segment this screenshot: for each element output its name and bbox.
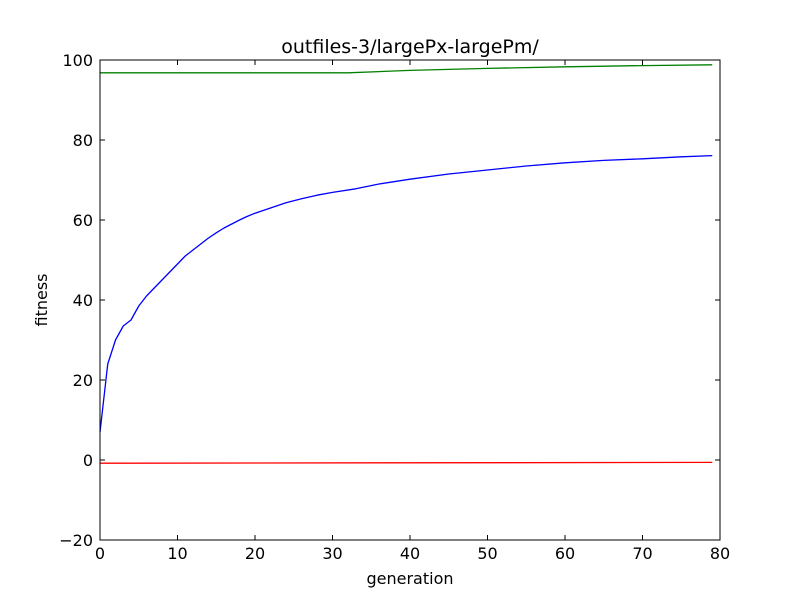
x-tick-label-5: 50 <box>477 544 497 563</box>
series-line-mean <box>99 154 713 433</box>
x-tick-label-2: 20 <box>245 544 265 563</box>
y-tick-label-6: 100 <box>62 51 93 70</box>
y-tick-label-1: 0 <box>83 451 93 470</box>
x-tick-label-1: 10 <box>167 544 187 563</box>
chart-title: outfiles-3/largePx-largePm/ <box>281 36 539 58</box>
y-tick-label-3: 40 <box>73 291 93 310</box>
plot-area-background <box>100 60 720 540</box>
series-line-min <box>99 461 713 464</box>
x-tick-label-7: 70 <box>632 544 652 563</box>
x-tick-label-8: 80 <box>710 544 730 563</box>
y-axis-label: fitness <box>32 273 51 326</box>
x-tick-label-6: 60 <box>555 544 575 563</box>
y-tick-label-2: 20 <box>73 371 93 390</box>
y-tick-label-0: −20 <box>59 531 93 550</box>
plot-area-frame <box>99 59 721 541</box>
x-tick-label-4: 40 <box>400 544 420 563</box>
x-tick-label-0: 0 <box>95 544 105 563</box>
series-layer <box>99 64 713 464</box>
x-tick-label-3: 30 <box>322 544 342 563</box>
x-axis-label: generation <box>366 569 453 588</box>
series-line-max <box>100 64 713 74</box>
y-tick-label-4: 60 <box>73 211 93 230</box>
y-tick-label-5: 80 <box>73 131 93 150</box>
